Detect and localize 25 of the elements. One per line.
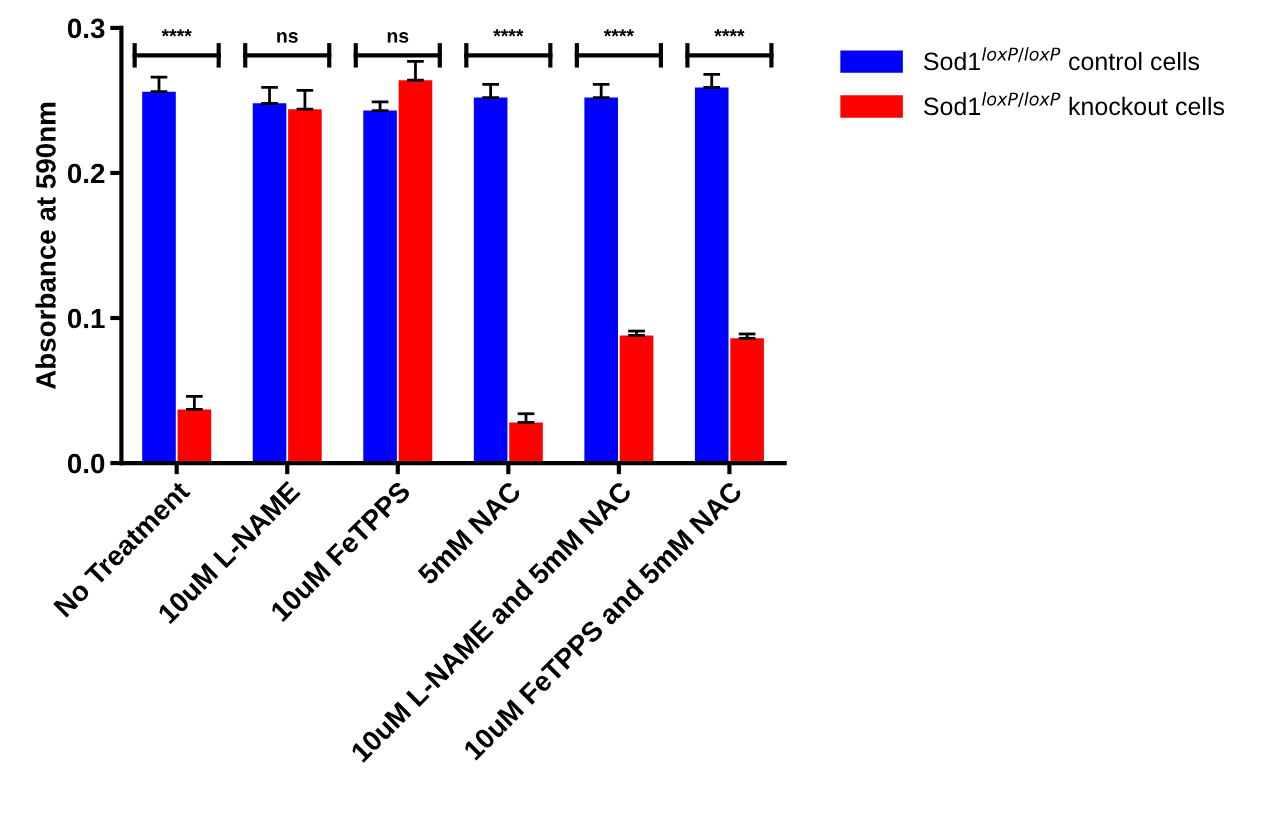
- bar: [398, 80, 433, 464]
- y-tick-label: 0.1: [67, 308, 105, 329]
- bar: [619, 335, 654, 464]
- bar: [142, 91, 176, 464]
- bar: [584, 97, 618, 464]
- annotation: ****: [714, 29, 745, 37]
- bar: [509, 422, 543, 464]
- bar: [363, 110, 397, 464]
- annotation: ****: [493, 29, 524, 37]
- legend-label: Sod1$^{loxP/loxP}$ knockout cells: [923, 92, 1225, 116]
- bar: [694, 87, 729, 464]
- legend-label: Sod1$^{loxP/loxP}$ control cells: [923, 47, 1200, 71]
- annotation: ****: [603, 29, 634, 37]
- annotation: ns: [277, 32, 298, 43]
- bar: [730, 338, 764, 464]
- bar: [473, 97, 508, 464]
- bar: [177, 409, 212, 464]
- annotation: ****: [161, 29, 192, 37]
- y-tick-label: 0.2: [67, 163, 105, 184]
- annotation: ns: [387, 32, 409, 43]
- y-axis-title: Absorbance at 590nm: [35, 102, 56, 390]
- bar: [252, 103, 287, 464]
- y-tick-label: 0.3: [67, 18, 105, 39]
- bar: [288, 109, 322, 464]
- y-tick-label: 0.0: [67, 453, 105, 474]
